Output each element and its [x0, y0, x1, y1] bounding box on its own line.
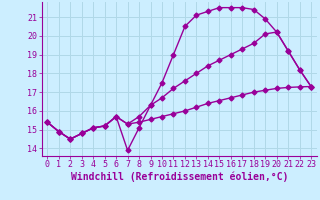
X-axis label: Windchill (Refroidissement éolien,°C): Windchill (Refroidissement éolien,°C)	[70, 172, 288, 182]
